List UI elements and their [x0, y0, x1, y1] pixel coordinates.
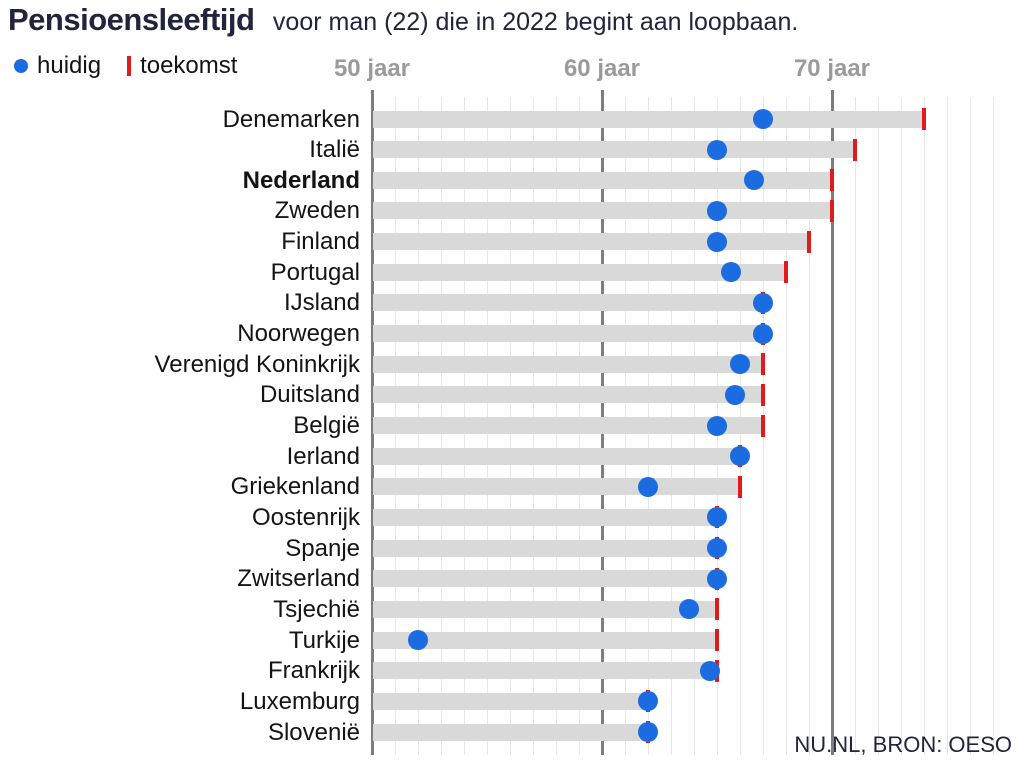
current-dot	[638, 476, 658, 497]
country-label: Slovenië	[267, 718, 360, 746]
future-tick	[853, 138, 857, 161]
future-tick	[922, 108, 926, 130]
gridline-minor	[855, 97, 856, 755]
current-dot	[707, 538, 727, 559]
country-label: Frankrijk	[267, 657, 360, 685]
gridline-minor	[970, 97, 971, 755]
future-tick	[738, 475, 742, 498]
row-bar	[373, 110, 926, 128]
row-bar	[373, 171, 834, 189]
gridline-minor	[901, 97, 902, 755]
country-label: Tsjechië	[273, 595, 360, 623]
current-dot	[730, 354, 750, 375]
future-tick	[807, 230, 811, 253]
country-label: Noorwegen	[237, 320, 360, 348]
legend-current-label: huidig	[37, 52, 102, 79]
country-label: Duitsland	[259, 381, 360, 409]
current-dot	[753, 323, 773, 344]
gridline-minor	[878, 97, 879, 755]
axis-tick-label: 70 jaar	[793, 55, 871, 82]
future-tick	[830, 199, 834, 222]
row-bar	[373, 325, 765, 343]
current-dot	[707, 415, 727, 436]
future-tick	[761, 353, 765, 376]
row-bar	[373, 233, 811, 251]
future-tick	[830, 169, 834, 192]
country-label: Denemarken	[222, 105, 360, 133]
gridline-minor	[947, 97, 948, 755]
row-bar	[373, 417, 765, 434]
gridline-major	[371, 90, 374, 755]
current-dot	[408, 630, 428, 651]
current-dot	[707, 568, 727, 589]
country-label: Oostenrijk	[251, 503, 360, 531]
row-bar	[373, 386, 765, 404]
country-label: Turkije	[288, 626, 360, 654]
chart-header: Pensioensleeftijd voor man (22) die in 2…	[8, 2, 798, 38]
axis-tick-label: 50 jaar	[333, 55, 411, 82]
current-dot	[753, 109, 773, 129]
row-bar	[373, 631, 719, 649]
current-dot	[679, 599, 700, 620]
chart-title: Pensioensleeftijd	[8, 2, 255, 37]
country-label: Nederland	[242, 166, 360, 194]
future-tick	[715, 629, 719, 652]
row-bar	[373, 600, 719, 618]
country-label: Griekenland	[230, 473, 360, 501]
country-label: Zwitserland	[237, 565, 360, 593]
row-bar	[373, 263, 788, 281]
current-dot	[725, 384, 746, 405]
current-dot	[707, 139, 727, 160]
gridline-minor	[786, 97, 787, 755]
row-bar	[373, 723, 650, 741]
country-label: België	[293, 412, 360, 439]
gridline-minor	[809, 97, 810, 755]
current-dot	[707, 200, 727, 221]
current-dot	[707, 507, 727, 528]
row-bar	[373, 355, 765, 373]
row-bar	[373, 447, 742, 465]
future-tick	[715, 598, 719, 621]
current-dot	[638, 722, 658, 742]
future-tick-icon	[127, 56, 132, 76]
country-label: Zweden	[274, 197, 360, 225]
row-bar	[373, 570, 719, 588]
gridline-minor	[924, 97, 925, 755]
current-dot	[720, 262, 741, 283]
row-bar	[373, 141, 857, 159]
country-label: Italië	[309, 136, 360, 164]
legend-future-label: toekomst	[140, 52, 238, 79]
current-dot	[700, 660, 721, 681]
current-dot-icon	[14, 59, 28, 73]
country-label: Luxemburg	[239, 687, 360, 715]
country-label: Verenigd Koninkrijk	[154, 350, 360, 378]
row-bar	[373, 662, 719, 680]
row-bar	[373, 539, 719, 557]
current-dot	[753, 292, 773, 313]
row-bar	[373, 508, 719, 526]
row-bar	[373, 478, 742, 496]
row-bar	[373, 202, 834, 220]
country-label: IJsland	[283, 289, 360, 317]
country-label: Ierland	[286, 442, 360, 470]
gridline-major	[831, 90, 834, 755]
axis-tick-label: 60 jaar	[563, 55, 641, 82]
current-dot	[730, 446, 750, 467]
current-dot	[707, 231, 727, 252]
country-label: Portugal	[270, 258, 360, 286]
country-label: Finland	[281, 228, 360, 256]
source-credit: NU.NL, BRON: OESO	[794, 732, 1012, 757]
gridline-minor	[993, 97, 994, 755]
current-dot	[638, 691, 658, 712]
future-tick	[784, 261, 788, 284]
row-bar	[373, 692, 650, 710]
future-tick	[761, 414, 765, 437]
chart-subtitle: voor man (22) die in 2022 begint aan loo…	[272, 8, 799, 36]
row-bar	[373, 294, 765, 312]
chart-legend: huidig toekomst	[14, 52, 237, 80]
future-tick	[761, 383, 765, 406]
country-label: Spanje	[285, 534, 360, 562]
current-dot	[743, 170, 764, 191]
